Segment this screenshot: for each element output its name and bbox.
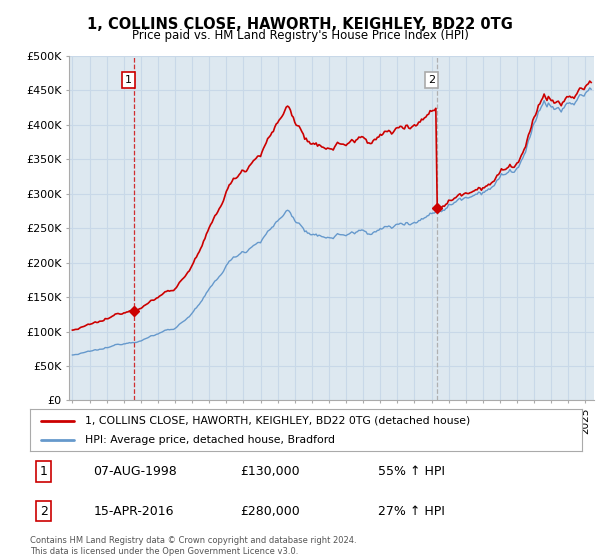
- Text: 1, COLLINS CLOSE, HAWORTH, KEIGHLEY, BD22 0TG (detached house): 1, COLLINS CLOSE, HAWORTH, KEIGHLEY, BD2…: [85, 416, 470, 426]
- Text: 2: 2: [428, 75, 435, 85]
- Text: 1, COLLINS CLOSE, HAWORTH, KEIGHLEY, BD22 0TG: 1, COLLINS CLOSE, HAWORTH, KEIGHLEY, BD2…: [87, 17, 513, 32]
- Text: 27% ↑ HPI: 27% ↑ HPI: [378, 505, 445, 517]
- Text: 07-AUG-1998: 07-AUG-1998: [94, 465, 177, 478]
- Text: 1: 1: [40, 465, 48, 478]
- Text: 55% ↑ HPI: 55% ↑ HPI: [378, 465, 445, 478]
- Text: £280,000: £280,000: [240, 505, 299, 517]
- Text: £130,000: £130,000: [240, 465, 299, 478]
- Text: 1: 1: [125, 75, 132, 85]
- Text: 2: 2: [40, 505, 48, 517]
- Text: Contains HM Land Registry data © Crown copyright and database right 2024.
This d: Contains HM Land Registry data © Crown c…: [30, 536, 356, 556]
- Text: 15-APR-2016: 15-APR-2016: [94, 505, 174, 517]
- Text: Price paid vs. HM Land Registry's House Price Index (HPI): Price paid vs. HM Land Registry's House …: [131, 29, 469, 42]
- Text: HPI: Average price, detached house, Bradford: HPI: Average price, detached house, Brad…: [85, 435, 335, 445]
